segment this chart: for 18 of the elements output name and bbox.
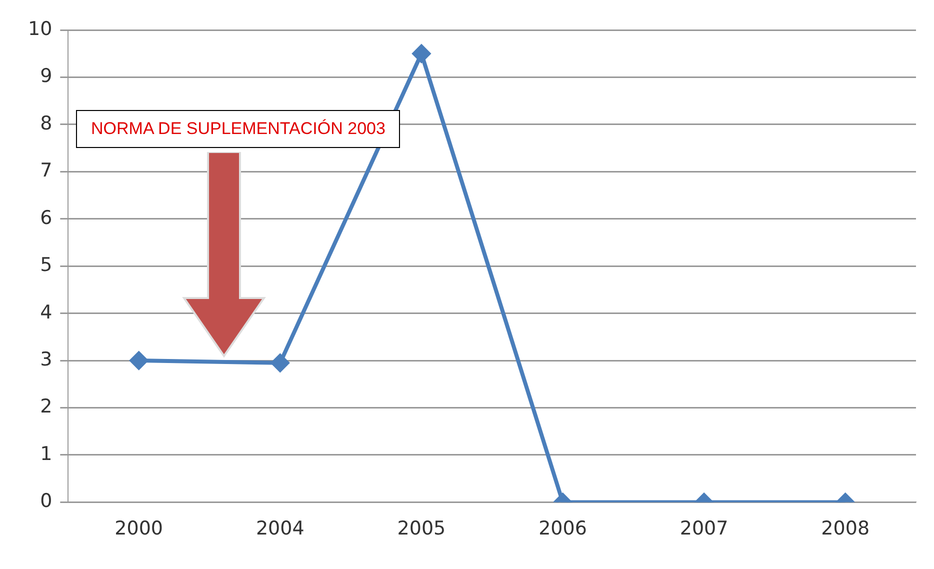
y-tick-label: 10 [28,18,52,40]
x-tick-label: 2000 [114,518,164,540]
y-tick-label: 4 [40,301,52,324]
y-tick-label: 2 [40,396,52,418]
y-tick-label: 3 [40,348,52,370]
y-tick-label: 6 [40,206,52,229]
annotation: NORMA DE SUPLEMENTACIÓN 2003 [76,110,400,148]
x-tick-label: 2008 [821,518,870,540]
x-tick-label: 2005 [397,518,446,540]
y-tick-label: 7 [40,160,52,182]
x-tick-label: 2006 [538,518,587,540]
y-tick-label: 0 [40,490,52,512]
y-tick-label: 5 [40,254,52,276]
y-tick-label: 1 [40,442,52,465]
y-tick-label: 8 [40,112,52,134]
y-tick-label: 9 [40,65,52,88]
x-tick-label: 2007 [680,518,728,540]
x-tick-label: 2004 [256,518,304,540]
